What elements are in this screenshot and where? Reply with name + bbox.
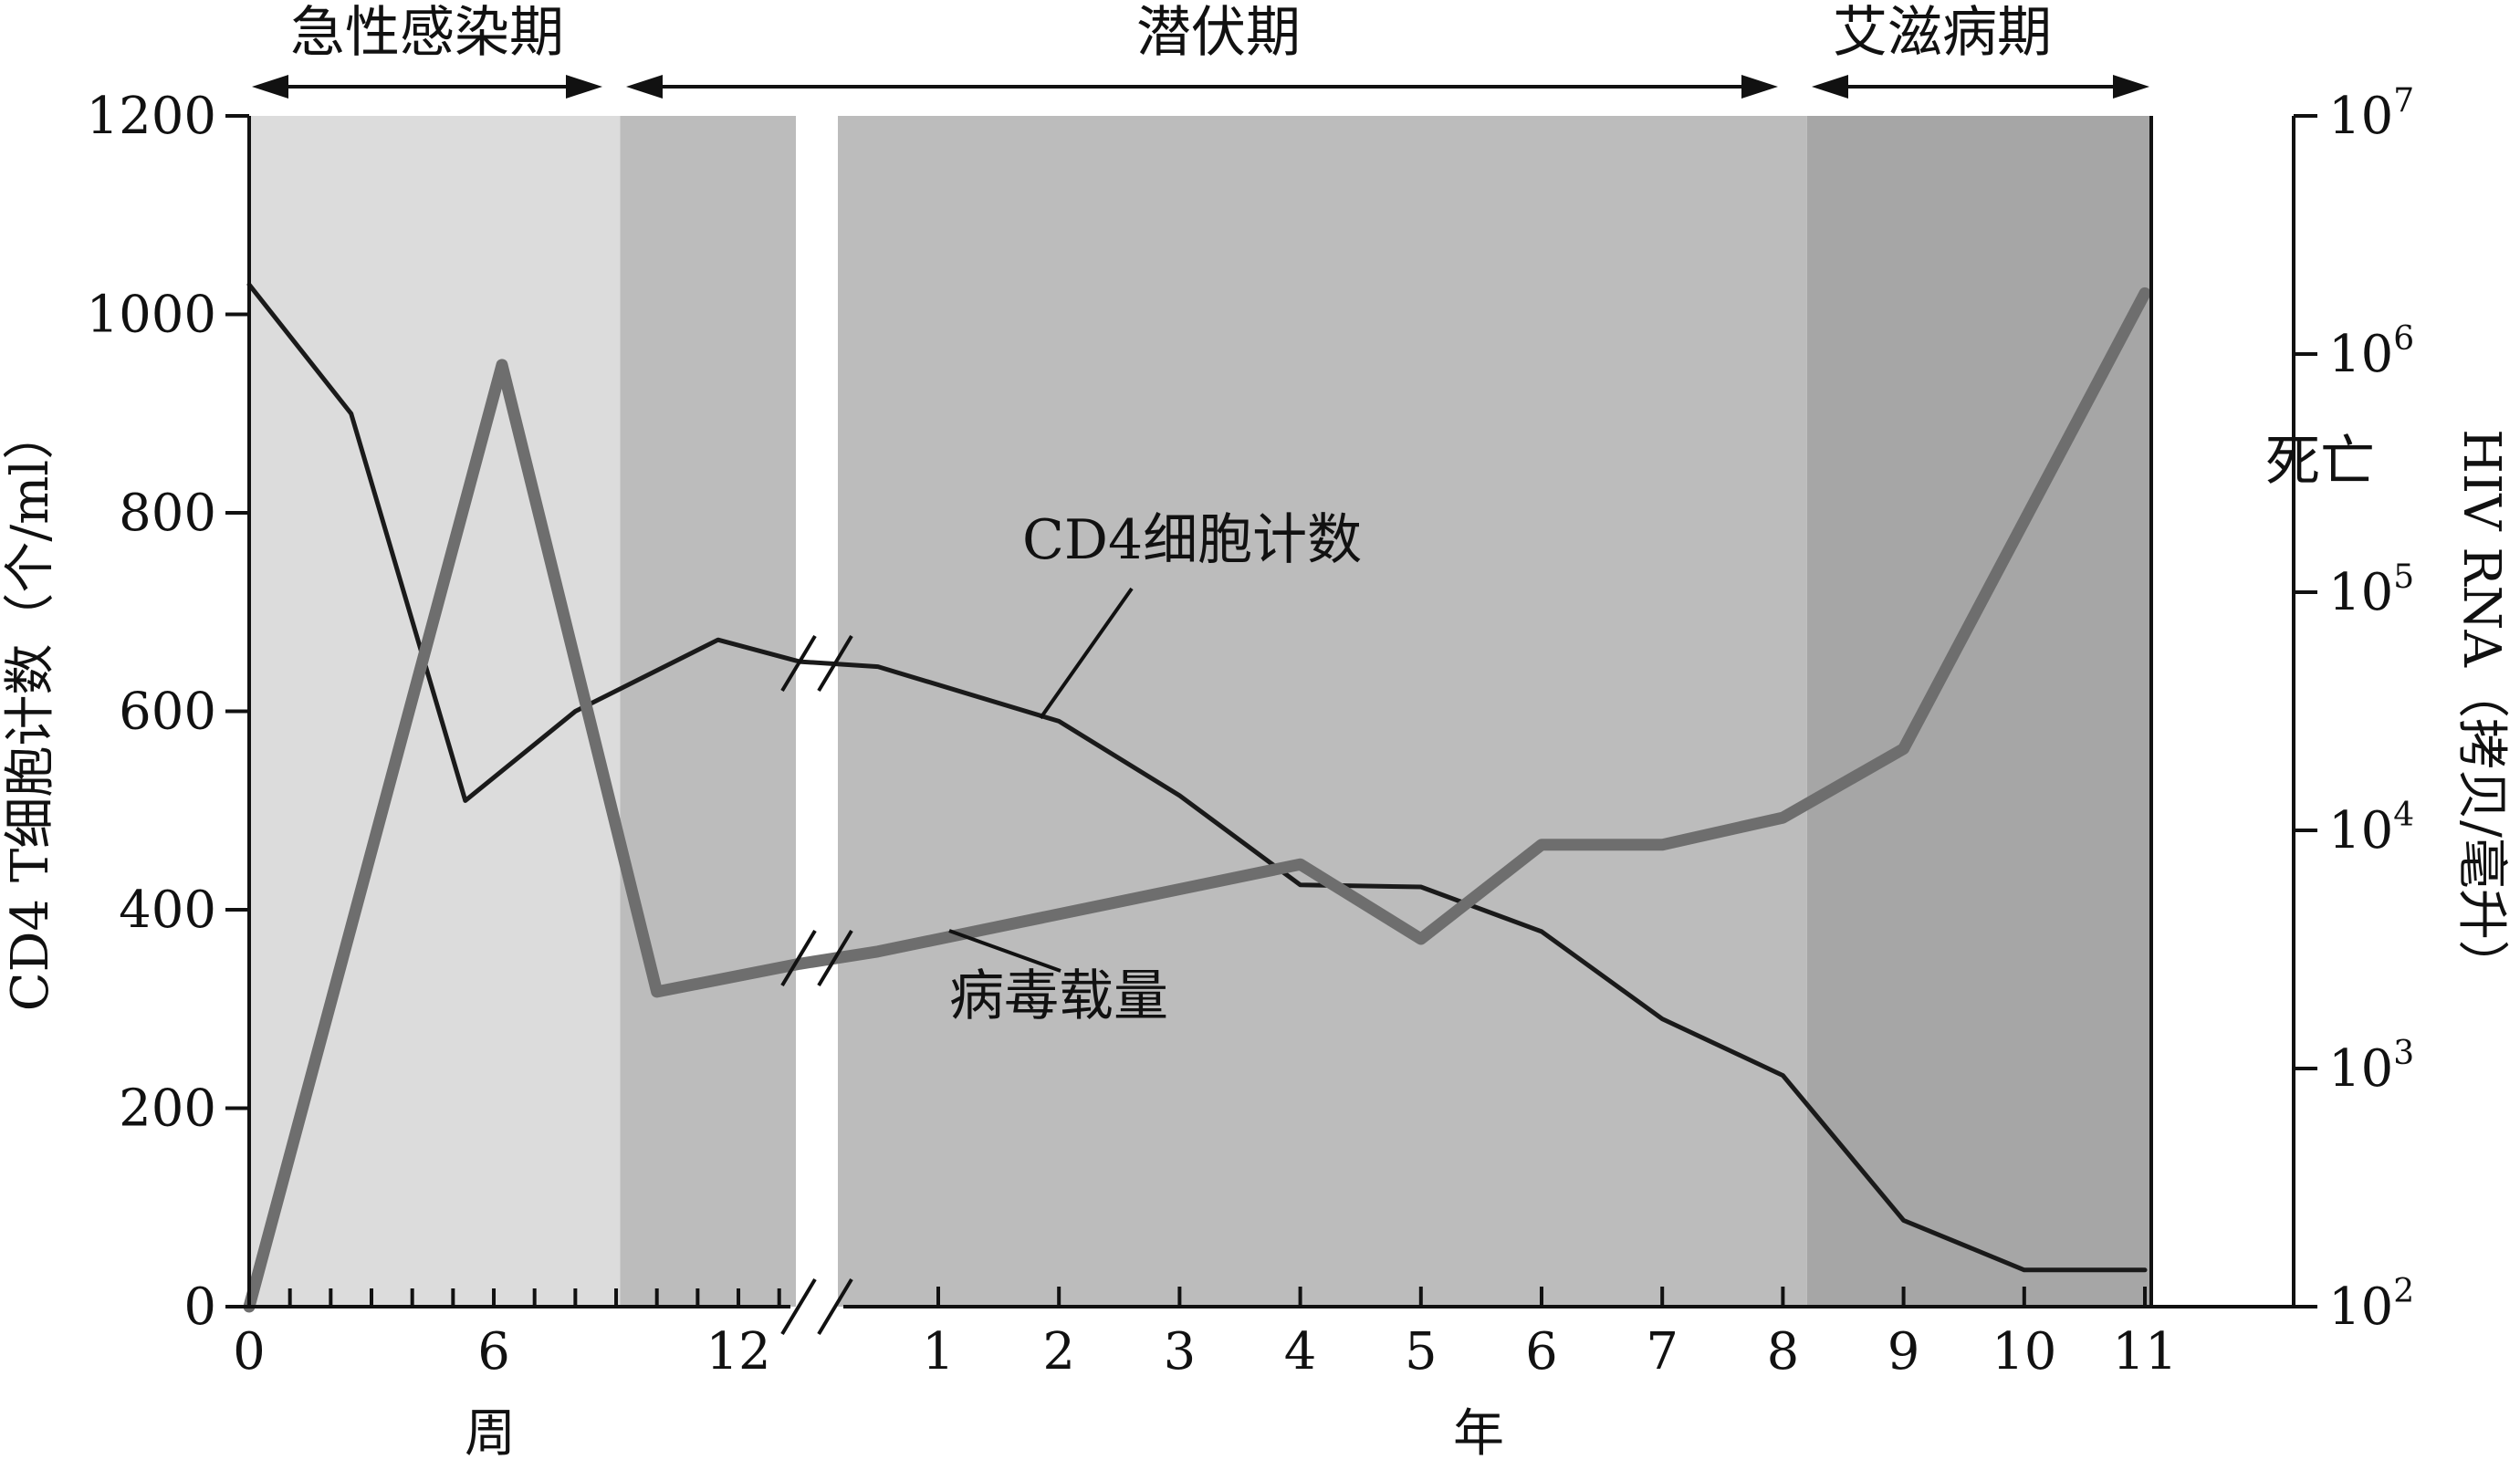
series-label-cd4: CD4细胞计数: [1022, 508, 1362, 572]
y-left-tick-label: 800: [119, 484, 216, 543]
break-mark-viral-load: [780, 929, 817, 987]
x-year-tick-label: 10: [1992, 1322, 2056, 1381]
y-right-tick-label: 104: [2328, 797, 2414, 860]
x-week-tick-label: 0: [233, 1322, 266, 1381]
axis-break-gap: [796, 116, 838, 1307]
phase-label-latent: 潜伏期: [1136, 1, 1301, 65]
x-year-tick-label: 8: [1767, 1322, 1800, 1381]
series-label-viral-load: 病毒载量: [949, 964, 1168, 1028]
labels: [948, 587, 1134, 973]
phase-label-aids: 艾滋病期: [1833, 1, 2052, 65]
y-right-tick-label: 107: [2328, 82, 2414, 146]
axes: 0200400600800100012001021031041051061070…: [86, 82, 2414, 1381]
break-mark-x-axis: [817, 1277, 853, 1336]
annotation-death: 死亡: [2265, 430, 2375, 494]
phase-band: [1806, 116, 2151, 1307]
y-left-tick-label: 1200: [86, 87, 216, 146]
x-axis-label-weeks: 周: [465, 1404, 516, 1464]
viral-load-line: [243, 287, 2151, 1313]
y-right-tick-label: 106: [2328, 320, 2414, 384]
y-left-tick-label: 0: [183, 1277, 216, 1337]
break-mark-cd4: [780, 634, 817, 693]
axis-break-marks: [780, 634, 853, 1336]
y-right-tick-label: 102: [2328, 1273, 2414, 1337]
phase-band: [620, 116, 796, 1307]
break-mark-viral-load: [817, 929, 853, 987]
phase-arrow-head: [1741, 75, 1778, 99]
y-left-tick-label: 600: [119, 683, 216, 742]
break-mark-x-axis: [780, 1277, 817, 1336]
x-year-tick-label: 4: [1284, 1322, 1317, 1381]
y-left-tick-label: 400: [119, 881, 216, 940]
x-year-tick-label: 2: [1042, 1322, 1075, 1381]
y-axis-left-title: CD4 T细胞计数（个/ml）: [1, 409, 60, 1011]
y-right-tick-label: 103: [2328, 1035, 2414, 1099]
phase-arrow-head: [566, 75, 602, 99]
x-year-tick-label: 11: [2112, 1322, 2177, 1381]
y-axis-right-title: HIV RNA（拷贝/毫升）: [2452, 429, 2511, 991]
phase-arrow-head: [1812, 75, 1848, 99]
y-left-tick-label: 1000: [86, 286, 216, 345]
x-axis-label-years: 年: [1453, 1404, 1504, 1464]
x-week-tick-label: 12: [706, 1322, 770, 1381]
phase-arrow-head: [2113, 75, 2149, 99]
phase-arrow-head: [252, 75, 288, 99]
x-year-tick-label: 3: [1164, 1322, 1197, 1381]
y-left-tick-label: 200: [119, 1079, 216, 1139]
viral-load-leader-line: [948, 929, 1061, 973]
phase-arrows: [252, 75, 2149, 99]
y-right-tick-label: 105: [2328, 558, 2414, 622]
series-lines: [243, 282, 2151, 1313]
cd4-leader-line: [1039, 587, 1134, 720]
phase-arrow-head: [626, 75, 663, 99]
phase-label-acute: 急性感染期: [290, 1, 564, 65]
break-mark-cd4: [817, 634, 853, 693]
x-year-tick-label: 9: [1887, 1322, 1920, 1381]
phase-band: [838, 116, 1807, 1307]
phase-bands: [249, 116, 2151, 1307]
x-year-tick-label: 7: [1646, 1322, 1678, 1381]
x-year-tick-label: 5: [1405, 1322, 1438, 1381]
x-year-tick-label: 6: [1525, 1322, 1558, 1381]
phase-band: [249, 116, 621, 1307]
cd4-line: [246, 282, 2148, 1273]
x-week-tick-label: 6: [477, 1322, 510, 1381]
x-year-tick-label: 1: [922, 1322, 955, 1381]
